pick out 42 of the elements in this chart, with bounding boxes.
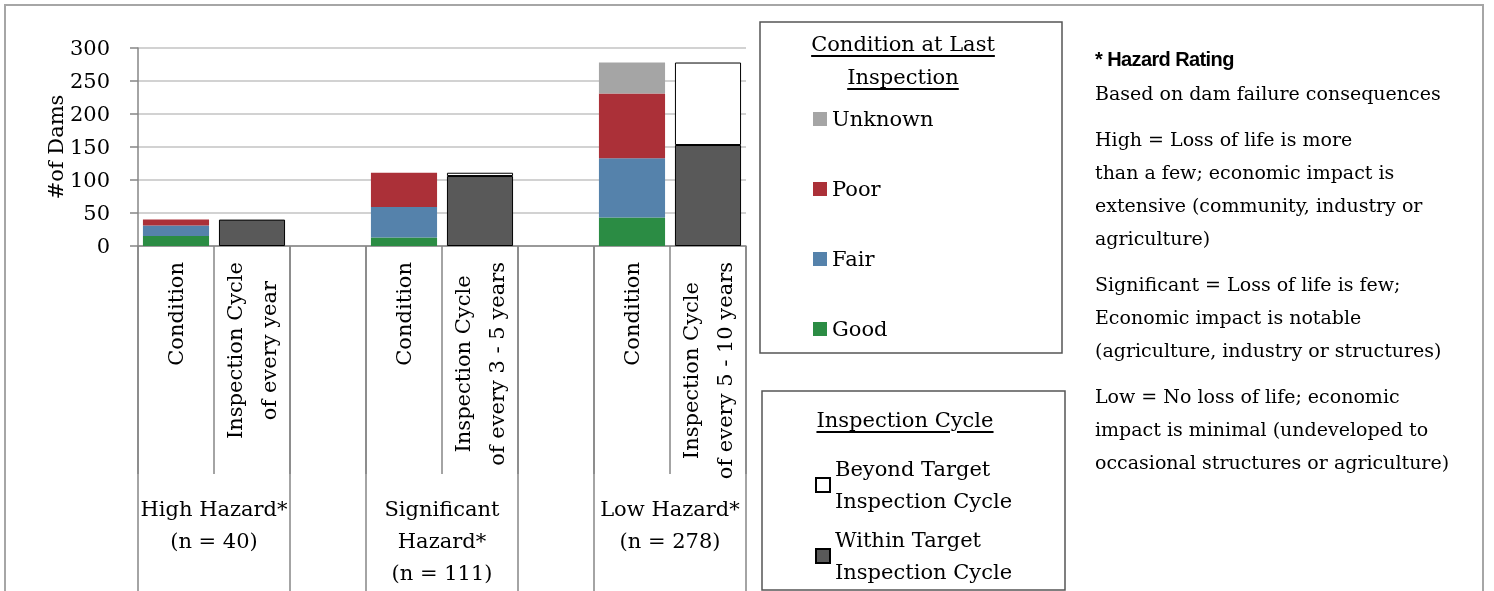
bar — [446, 176, 514, 246]
text: * Hazard Rating — [1095, 47, 1235, 72]
bar — [598, 158, 666, 218]
text: High Hazard* (n = 40) — [139, 496, 289, 555]
bar — [370, 237, 438, 246]
bar — [142, 236, 210, 246]
legend-title: Condition at Last Inspection — [810, 31, 996, 91]
text: Low Hazard* (n = 278) — [599, 496, 741, 555]
bar — [142, 219, 210, 226]
x-tick-label: Condition — [392, 262, 416, 366]
x-tick-label: Inspection Cycle of every 5 - 10 years — [679, 262, 737, 480]
x-tick-label: Inspection Cycle of every 3 - 5 years — [451, 262, 509, 466]
x-tick-label: Condition — [620, 262, 644, 366]
y-tick-label: 0 — [96, 234, 110, 258]
bar — [370, 207, 438, 238]
x-tick-label: Condition — [164, 262, 188, 366]
y-tick-label: 150 — [69, 135, 110, 159]
bar — [218, 219, 286, 246]
text: Low = No loss of life; economic impact is minimal (undeveloped to occasional structures or agriculture) — [1095, 384, 1450, 475]
legend-label: Good — [832, 317, 888, 341]
legend-label: Within Target Inspection Cycle — [835, 528, 1013, 584]
text: Based on dam failure consequences — [1095, 81, 1442, 106]
y-tick-label: 250 — [69, 69, 110, 93]
y-tick-label: 50 — [83, 201, 110, 225]
bar — [598, 217, 666, 246]
bar — [598, 62, 666, 94]
y-tick-label: 100 — [69, 168, 110, 192]
legend-label: Fair — [832, 247, 876, 271]
y-tick-label: 300 — [69, 36, 110, 60]
x-tick-label: Inspection Cycle of every year — [223, 261, 281, 440]
bar — [598, 93, 666, 159]
text: Significant = Loss of life is few; Economic impact is notable (agriculture, industry or structures) — [1095, 272, 1443, 363]
legend-label: Beyond Target Inspection Cycle — [835, 457, 1013, 513]
y-tick-label: 200 — [69, 102, 110, 126]
text: High = Loss of life is more than a few; economic impact is extensive (community, industry or agriculture) — [1095, 127, 1424, 251]
bar — [142, 225, 210, 237]
bar — [370, 172, 438, 208]
text: Significant Hazard* (n = 111) — [383, 496, 501, 587]
legend-label: Poor — [832, 177, 882, 201]
y-axis-title: #of Dams — [43, 94, 68, 200]
legend-label: Unknown — [832, 107, 934, 131]
text: Inspection Cycle — [815, 407, 995, 434]
